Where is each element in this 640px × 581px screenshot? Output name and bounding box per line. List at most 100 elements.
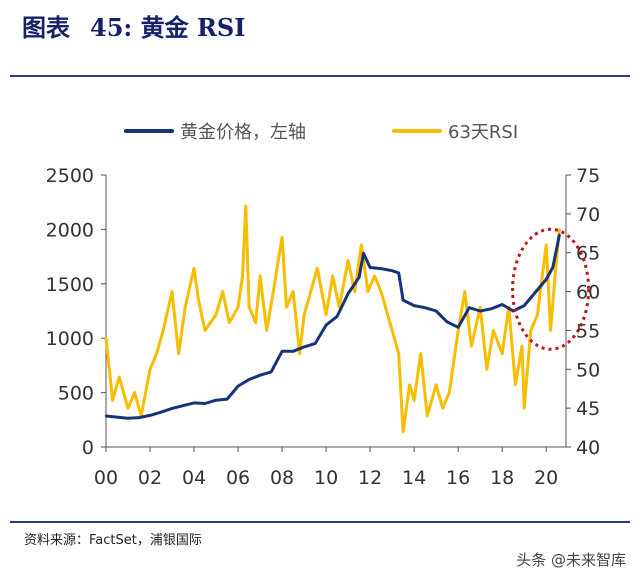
rsi-point bbox=[492, 329, 495, 332]
rsi-point bbox=[456, 329, 460, 332]
rsi-point bbox=[520, 344, 524, 348]
rsi-point bbox=[485, 368, 488, 371]
gold-point bbox=[159, 410, 163, 414]
gold-point bbox=[137, 416, 141, 419]
x-tick-label: 10 bbox=[314, 467, 338, 489]
right-tick-label: 50 bbox=[576, 359, 600, 381]
x-tick-label: 12 bbox=[358, 467, 382, 489]
rsi-point bbox=[412, 399, 416, 402]
rsi-point bbox=[265, 329, 268, 332]
gold-point bbox=[401, 298, 405, 302]
rsi-point bbox=[426, 414, 429, 418]
gold-point bbox=[335, 315, 339, 318]
rsi-point bbox=[463, 290, 466, 293]
rsi-point bbox=[316, 267, 319, 270]
rsi-point bbox=[379, 290, 383, 293]
rsi-point bbox=[553, 274, 557, 278]
gold-point bbox=[258, 373, 262, 377]
gold-point bbox=[346, 292, 350, 295]
gold-point bbox=[412, 304, 416, 307]
rsi-point bbox=[214, 313, 218, 317]
rsi-point bbox=[203, 329, 207, 332]
rsi-point bbox=[197, 298, 200, 301]
x-tick-label: 18 bbox=[490, 467, 514, 489]
rsi-point bbox=[254, 321, 257, 324]
rsi-point bbox=[236, 305, 240, 309]
rsi-point bbox=[148, 368, 152, 371]
rsi-point bbox=[536, 313, 539, 317]
gold-point bbox=[225, 397, 229, 401]
rsi-point bbox=[272, 290, 275, 293]
rsi-point bbox=[247, 305, 251, 309]
rsi-point bbox=[529, 329, 532, 332]
rsi-point bbox=[366, 290, 370, 293]
x-tick-label: 16 bbox=[446, 467, 470, 489]
gold-point bbox=[478, 309, 482, 313]
gold-point bbox=[313, 342, 317, 345]
rsi-point bbox=[244, 204, 247, 208]
rsi-point bbox=[441, 406, 444, 410]
gold-point bbox=[181, 404, 185, 407]
series-line-rsi bbox=[104, 204, 561, 433]
chart-title: 图表 45: 黄金 RSI bbox=[22, 8, 245, 43]
gold-point bbox=[148, 414, 152, 417]
rsi-point bbox=[401, 430, 405, 433]
right-tick-label: 55 bbox=[576, 320, 600, 342]
rsi-point bbox=[386, 313, 389, 317]
source-note: 资料来源：FactSet，浦银国际 bbox=[24, 533, 202, 548]
highlight-ellipse bbox=[511, 227, 591, 351]
gold-point bbox=[291, 350, 295, 353]
gold-point bbox=[390, 269, 394, 272]
left-tick-label: 1000 bbox=[46, 328, 94, 350]
gold-point bbox=[558, 233, 561, 237]
rsi-point bbox=[170, 290, 174, 293]
gold-point bbox=[500, 303, 504, 306]
rsi-point bbox=[177, 352, 180, 355]
rsi-point bbox=[228, 321, 231, 324]
gold-point bbox=[236, 384, 240, 388]
x-tick-label: 02 bbox=[138, 467, 162, 489]
gold-point bbox=[170, 407, 174, 410]
gold-point bbox=[214, 399, 218, 402]
right-tick-label: 75 bbox=[576, 165, 600, 187]
rsi-point bbox=[500, 352, 504, 355]
rsi-point bbox=[241, 274, 244, 278]
rsi-point bbox=[192, 267, 196, 270]
gold-point bbox=[368, 266, 372, 269]
rsi-point bbox=[291, 290, 295, 293]
x-tick-label: 00 bbox=[94, 467, 118, 489]
figure-title: 黄金 RSI bbox=[140, 13, 246, 42]
legend-item-gold: 黄金价格，左轴 bbox=[124, 118, 306, 144]
rsi-point bbox=[126, 406, 130, 410]
rsi-point bbox=[302, 313, 306, 317]
x-tick-label: 14 bbox=[402, 467, 426, 489]
gold-point bbox=[445, 320, 449, 324]
rsi-point bbox=[258, 274, 262, 278]
gold-point bbox=[456, 326, 460, 329]
watermark: 头条 @未来智库 bbox=[516, 551, 626, 569]
legend-swatch-gold bbox=[124, 129, 174, 133]
x-tick-label: 04 bbox=[182, 467, 206, 489]
figure-number: 45: bbox=[90, 13, 133, 42]
rsi-point bbox=[353, 290, 356, 293]
series-line-gold bbox=[105, 234, 561, 420]
gold-point bbox=[467, 306, 471, 309]
rsi-point bbox=[390, 329, 394, 332]
rsi-point bbox=[162, 329, 165, 332]
legend-label-gold: 黄金价格，左轴 bbox=[180, 122, 306, 143]
gold-point bbox=[126, 416, 130, 420]
top-divider bbox=[10, 75, 630, 77]
left-tick-label: 2000 bbox=[46, 219, 94, 241]
x-tick-label: 08 bbox=[270, 467, 294, 489]
rsi-point bbox=[155, 352, 158, 355]
figure-label: 图表 bbox=[22, 13, 70, 42]
gold-point bbox=[423, 306, 427, 309]
rsi-point bbox=[298, 352, 301, 355]
right-tick-label: 70 bbox=[576, 204, 600, 226]
rsi-point bbox=[133, 391, 136, 394]
gold-point bbox=[357, 276, 361, 279]
rsi-point bbox=[522, 406, 526, 410]
gold-point bbox=[247, 378, 251, 381]
rsi-point bbox=[397, 352, 400, 355]
